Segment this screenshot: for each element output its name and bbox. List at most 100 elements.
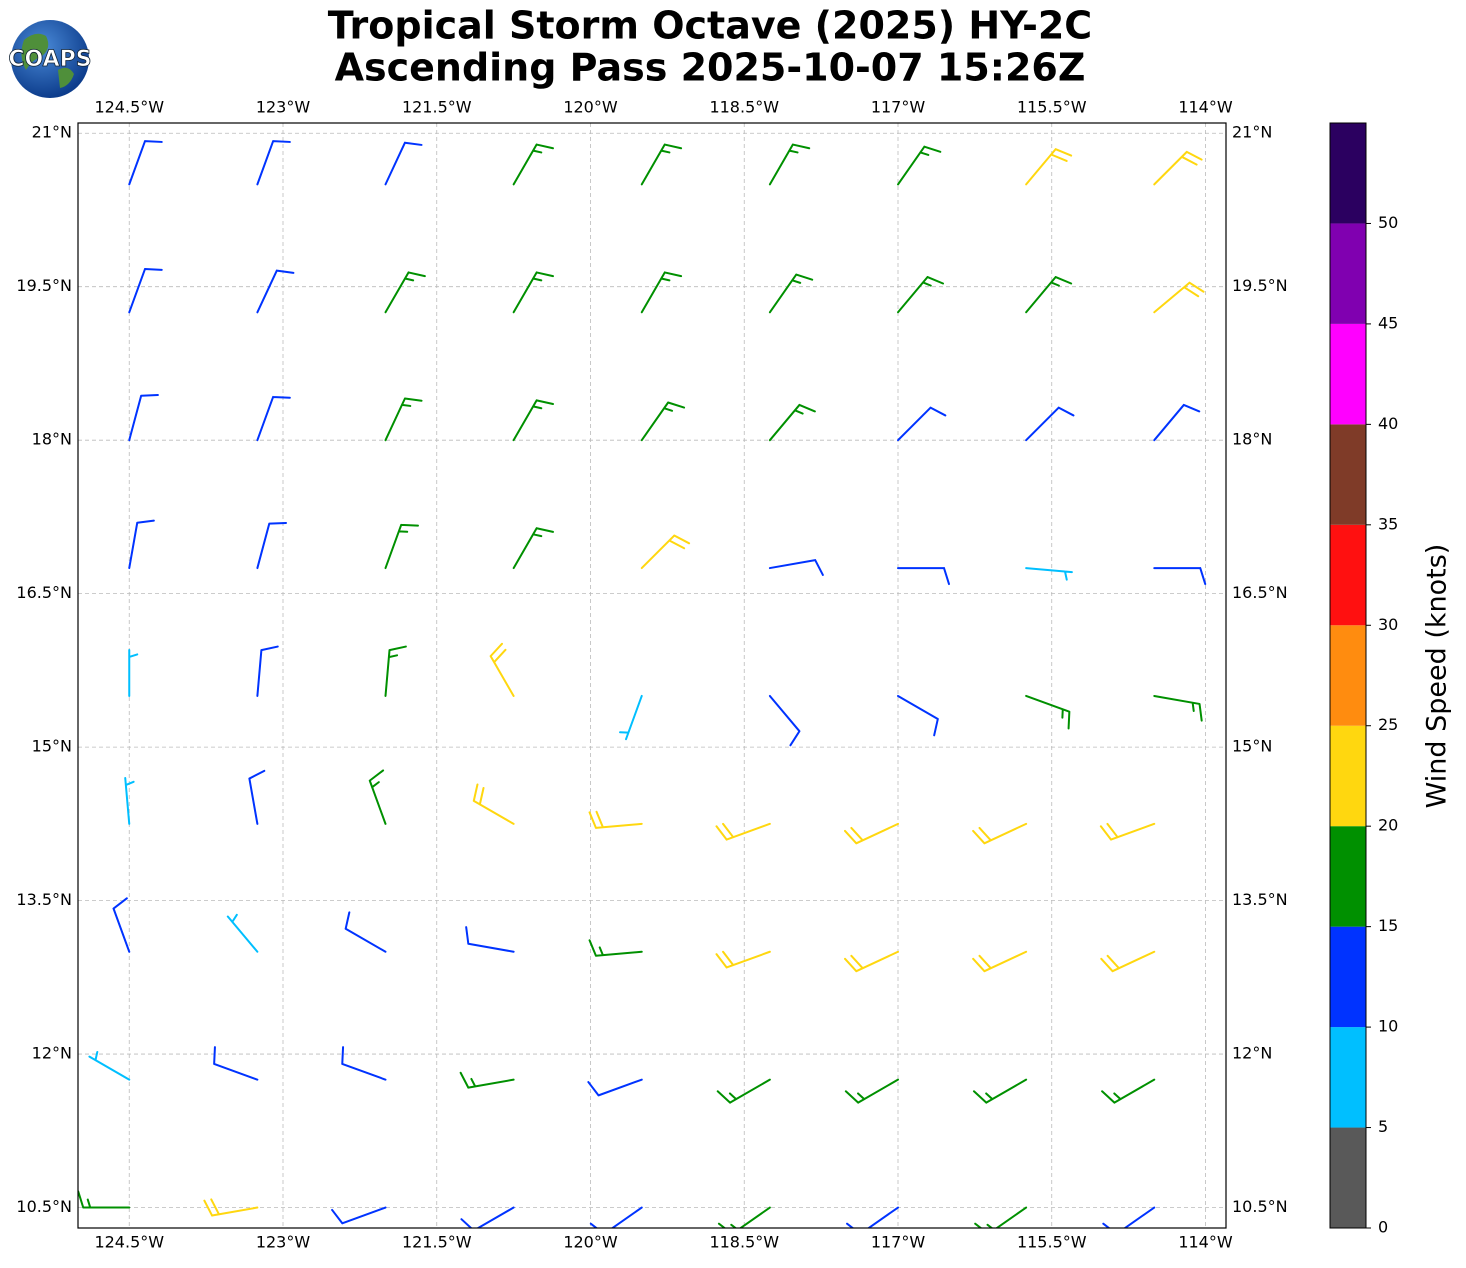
y-tick-label: 10.5°N [16, 1197, 72, 1216]
x-tick-label: 118.5°W [709, 98, 779, 117]
colorbar-segment [1330, 123, 1366, 224]
x-tick-label: 118.5°W [709, 1233, 779, 1252]
colorbar-tick-label: 35 [1378, 514, 1398, 533]
x-tick-label: 117°W [871, 98, 926, 117]
chart-title: Tropical Storm Octave (2025) HY-2C [328, 4, 1092, 48]
wind-barb [588, 810, 643, 829]
wind-barb [768, 273, 814, 314]
wind-barb [640, 143, 683, 186]
x-tick-label: 121.5°W [402, 1233, 472, 1252]
wind-barb [512, 399, 554, 442]
wind-barb [640, 271, 683, 314]
wind-barb [256, 395, 291, 442]
wind-barb [88, 1050, 131, 1081]
wind-barb [716, 1078, 771, 1104]
wind-barb [112, 897, 131, 953]
wind-barb [844, 822, 899, 845]
wind-barbs [78, 140, 1207, 1228]
x-tick-label: 120°W [563, 1233, 618, 1252]
y-tick-label: 15°N [1232, 737, 1272, 756]
wind-barb [588, 939, 643, 957]
wind-barb [897, 145, 942, 186]
wind-barb [128, 140, 163, 186]
wind-barb [384, 523, 419, 570]
colorbar-segment [1330, 524, 1366, 626]
y-tick-label: 13.5°N [1232, 890, 1288, 909]
wind-barb [844, 1078, 899, 1104]
colorbar-tick-label: 30 [1378, 615, 1398, 634]
wind-barb [124, 777, 135, 825]
colorbar-segment [1330, 323, 1366, 425]
y-tick-label: 21°N [1232, 123, 1272, 142]
wind-barb [512, 271, 554, 314]
wind-barb [1153, 281, 1205, 314]
wind-barb [1102, 1206, 1156, 1228]
logo-land [21, 33, 74, 88]
y-tick-label: 16.5°N [16, 583, 72, 602]
y-tick-label: 18°N [32, 430, 72, 449]
wind-barb [717, 1206, 771, 1228]
x-tick-label: 117°W [871, 1233, 926, 1252]
wind-barb [460, 1206, 515, 1228]
wind-barb [368, 769, 387, 825]
wind-barb [384, 141, 423, 186]
wind-barb [1025, 694, 1071, 730]
x-tick-label: 115.5°W [1017, 1233, 1087, 1252]
y-tick-label: 12°N [32, 1044, 72, 1063]
wind-barb [472, 783, 515, 825]
wind-barb [974, 1206, 1028, 1228]
wind-barb [1153, 150, 1203, 186]
wind-barb [844, 950, 899, 973]
wind-barb [256, 269, 295, 314]
colorbar-tick-label: 10 [1378, 1017, 1398, 1036]
colorbar: 0 5 10 15 20 25 30 35 40 45 50 Wind Speed (knots) [1329, 122, 1453, 1237]
wind-barb [619, 694, 643, 741]
wind-barb [78, 1190, 131, 1209]
wind-barb [1025, 406, 1075, 442]
wind-barb [512, 527, 554, 570]
wind-barb [384, 645, 407, 697]
colorbar-tick-label: 50 [1378, 213, 1398, 232]
wind-barb [587, 1078, 643, 1097]
y-tick-label: 16.5°N [1232, 583, 1288, 602]
colorbar-segment [1330, 1127, 1366, 1228]
x-tick-label: 115.5°W [1017, 98, 1087, 117]
wind-barb [331, 1206, 387, 1225]
wind-barb [341, 1046, 387, 1081]
wind-barb [128, 648, 139, 697]
wind-barb [715, 822, 771, 841]
y-tick-label: 19.5°N [16, 276, 72, 295]
wind-barb [489, 642, 515, 697]
wind-barb [226, 913, 259, 953]
x-tick-label: 123°W [256, 1233, 311, 1252]
wind-barb [248, 769, 266, 825]
x-tick-label: 120°W [563, 98, 618, 117]
wind-barb [1153, 694, 1203, 722]
axis-labels: 124.5°W 124.5°W 123°W 123°W 121.5°W 121.5°W 12… [16, 98, 1287, 1252]
wind-barb [256, 521, 288, 570]
wind-barb [640, 534, 691, 570]
wind-barb [459, 1071, 515, 1089]
wind-barb [465, 926, 515, 953]
wind-barb [512, 143, 554, 186]
wind-barb [846, 1206, 899, 1228]
colorbar-label: Wind Speed (knots) [1422, 544, 1453, 809]
plot-frame [77, 122, 1227, 1229]
colorbar-tick-label: 40 [1378, 414, 1398, 433]
colorbar-tick-label: 25 [1378, 715, 1398, 734]
colorbar-segment [1330, 223, 1366, 324]
wind-barb [897, 694, 939, 737]
colorbar-segment [1330, 625, 1366, 726]
wind-barb [897, 406, 947, 442]
wind-barb [768, 143, 811, 186]
x-tick-label: 124.5°W [94, 98, 164, 117]
colorbar-tick-label: 45 [1378, 313, 1398, 332]
wind-barb [972, 822, 1028, 845]
y-tick-label: 19.5°N [1232, 276, 1288, 295]
colorbar-tick-label: 0 [1378, 1218, 1388, 1237]
colorbar-segment [1330, 725, 1366, 827]
y-tick-label: 21°N [32, 123, 72, 142]
wind-barb [344, 911, 387, 953]
wind-barb [972, 950, 1028, 973]
wind-barb [1101, 1078, 1156, 1104]
